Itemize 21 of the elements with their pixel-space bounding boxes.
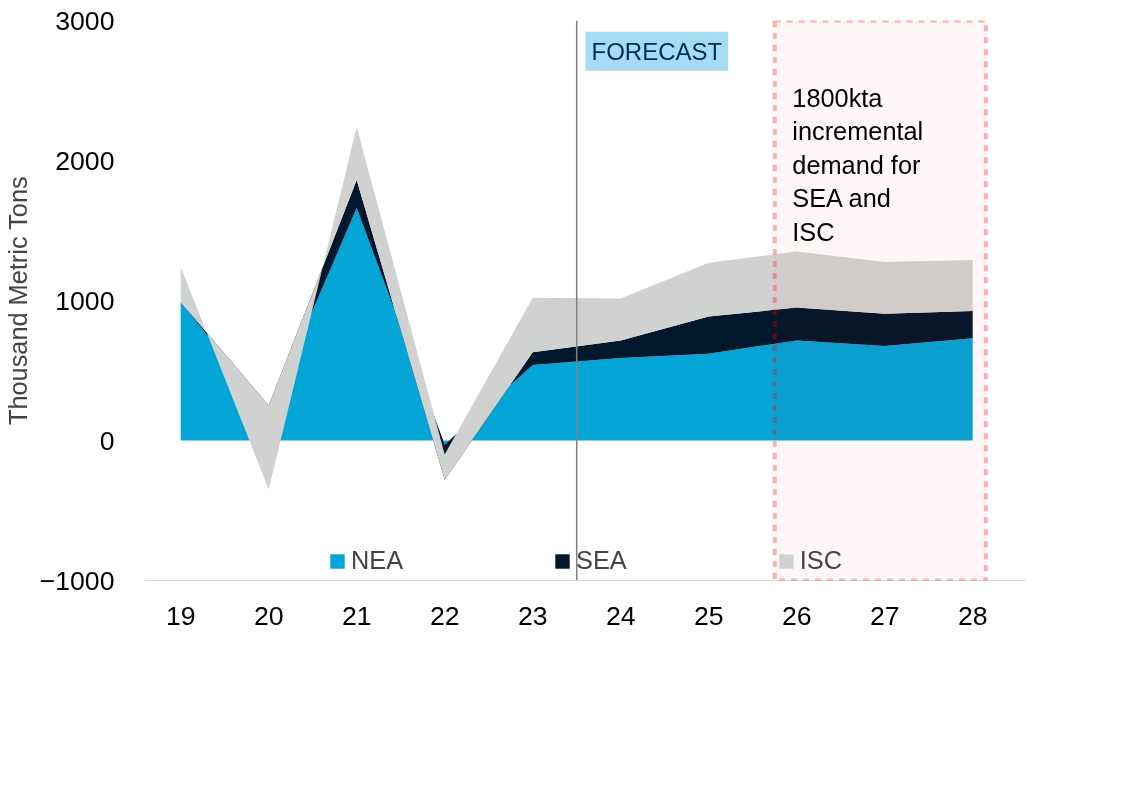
y-tick-label: 0	[99, 425, 115, 456]
y-tick-label: −1000	[39, 565, 115, 596]
y-tick-label: 3000	[55, 5, 115, 36]
x-tick-label: 22	[429, 600, 460, 631]
x-tick-label: 20	[253, 600, 284, 631]
legend-label: SEA	[576, 546, 627, 575]
x-tick-label: 23	[517, 600, 548, 631]
x-tick-label: 27	[869, 600, 900, 631]
legend-label: ISC	[799, 546, 843, 575]
y-axis-title: Thousand Metric Tons	[3, 176, 32, 426]
band-label: 1800kta incremental demand for SEA and ISC	[792, 83, 924, 246]
x-tick-label: 26	[781, 600, 812, 631]
ref-line-label: FORECAST	[591, 37, 723, 65]
x-tick-label: 24	[605, 600, 636, 631]
x-tick-label: 25	[693, 600, 724, 631]
x-tick-label: 21	[341, 600, 372, 631]
x-tick-label: 19	[165, 600, 196, 631]
y-tick-label: 1000	[55, 285, 115, 316]
x-tick-label: 28	[957, 600, 988, 631]
legend-label: NEA	[350, 546, 404, 575]
y-tick-label: 2000	[55, 145, 115, 176]
